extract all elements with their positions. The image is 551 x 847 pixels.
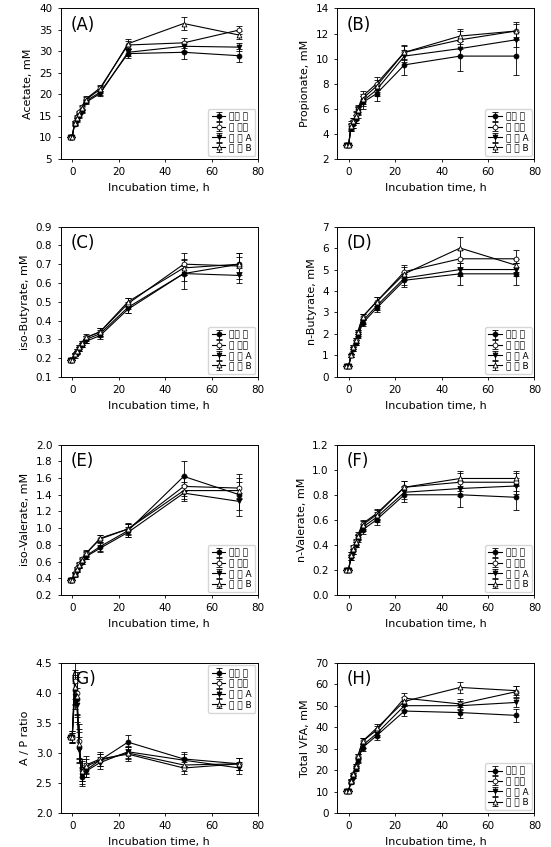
X-axis label: Incubation time, h: Incubation time, h bbox=[109, 619, 210, 629]
Legend: 대조 구, 점 산균, 효 모 A, 효 모 B: 대조 구, 점 산균, 효 모 A, 효 모 B bbox=[208, 109, 255, 156]
X-axis label: Incubation time, h: Incubation time, h bbox=[109, 837, 210, 847]
Legend: 대조 구, 점 산균, 효 모 A, 효 모 B: 대조 구, 점 산균, 효 모 A, 효 모 B bbox=[485, 109, 532, 156]
Y-axis label: A / P ratio: A / P ratio bbox=[20, 711, 30, 765]
Text: (C): (C) bbox=[71, 234, 95, 252]
Text: (D): (D) bbox=[347, 234, 372, 252]
Legend: 대조 구, 점 산균, 효 모 A, 효 모 B: 대조 구, 점 산균, 효 모 A, 효 모 B bbox=[208, 545, 255, 592]
Y-axis label: Total VFA, mM: Total VFA, mM bbox=[300, 699, 310, 777]
Legend: 대조 구, 점 산균, 효 모 A, 효 모 B: 대조 구, 점 산균, 효 모 A, 효 모 B bbox=[208, 327, 255, 374]
X-axis label: Incubation time, h: Incubation time, h bbox=[109, 183, 210, 193]
Legend: 대조 구, 점 산균, 효 모 A, 효 모 B: 대조 구, 점 산균, 효 모 A, 효 모 B bbox=[485, 763, 532, 811]
Y-axis label: n-Valerate, mM: n-Valerate, mM bbox=[296, 478, 306, 562]
Y-axis label: iso-Butyrate, mM: iso-Butyrate, mM bbox=[20, 254, 30, 350]
Legend: 대조 구, 점 산균, 효 모 A, 효 모 B: 대조 구, 점 산균, 효 모 A, 효 모 B bbox=[208, 666, 255, 712]
Y-axis label: n-Butyrate, mM: n-Butyrate, mM bbox=[306, 258, 316, 345]
Y-axis label: iso-Valerate, mM: iso-Valerate, mM bbox=[20, 473, 30, 567]
Y-axis label: Acetate, mM: Acetate, mM bbox=[24, 48, 34, 119]
Text: (F): (F) bbox=[347, 452, 369, 470]
X-axis label: Incubation time, h: Incubation time, h bbox=[109, 401, 210, 411]
Text: (H): (H) bbox=[347, 670, 372, 689]
Legend: 대조 구, 점 산균, 효 모 A, 효 모 B: 대조 구, 점 산균, 효 모 A, 효 모 B bbox=[485, 327, 532, 374]
Legend: 대조 구, 점 산균, 효 모 A, 효 모 B: 대조 구, 점 산균, 효 모 A, 효 모 B bbox=[485, 545, 532, 592]
Text: (B): (B) bbox=[347, 16, 371, 34]
Text: (E): (E) bbox=[71, 452, 94, 470]
Y-axis label: Propionate, mM: Propionate, mM bbox=[300, 40, 310, 127]
Text: (G): (G) bbox=[71, 670, 96, 689]
X-axis label: Incubation time, h: Incubation time, h bbox=[385, 837, 487, 847]
X-axis label: Incubation time, h: Incubation time, h bbox=[385, 183, 487, 193]
X-axis label: Incubation time, h: Incubation time, h bbox=[385, 401, 487, 411]
Text: (A): (A) bbox=[71, 16, 95, 34]
X-axis label: Incubation time, h: Incubation time, h bbox=[385, 619, 487, 629]
